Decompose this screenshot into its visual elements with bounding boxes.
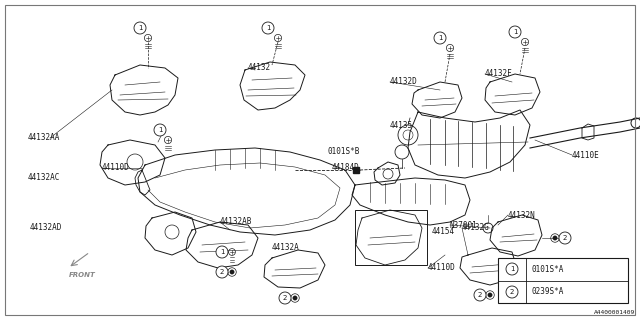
Text: 0101S*A: 0101S*A <box>531 265 563 274</box>
Text: 1: 1 <box>266 25 270 31</box>
Text: 44135: 44135 <box>390 122 413 131</box>
Text: 44132AA: 44132AA <box>28 133 60 142</box>
Text: 44110D: 44110D <box>102 164 130 172</box>
Text: 1: 1 <box>157 127 163 133</box>
Text: 44132AC: 44132AC <box>28 173 60 182</box>
Circle shape <box>553 236 557 240</box>
Text: 44132D: 44132D <box>390 77 418 86</box>
Text: 44110D: 44110D <box>428 263 456 273</box>
Circle shape <box>434 32 446 44</box>
Text: 44184D: 44184D <box>332 164 360 172</box>
Circle shape <box>230 270 234 274</box>
Text: 44154: 44154 <box>432 228 455 236</box>
Text: 1: 1 <box>438 35 442 41</box>
Text: 0239S*A: 0239S*A <box>531 287 563 297</box>
Circle shape <box>154 124 166 136</box>
Circle shape <box>559 232 571 244</box>
Text: FRONT: FRONT <box>68 272 95 278</box>
Text: 1: 1 <box>220 249 224 255</box>
Circle shape <box>488 293 492 297</box>
Circle shape <box>506 263 518 275</box>
Bar <box>353 167 359 173</box>
Text: 2: 2 <box>478 292 482 298</box>
Circle shape <box>506 286 518 298</box>
Text: 44132AB: 44132AB <box>220 218 252 227</box>
Circle shape <box>279 292 291 304</box>
Circle shape <box>216 266 228 278</box>
Text: 2: 2 <box>283 295 287 301</box>
Circle shape <box>262 22 274 34</box>
Bar <box>355 210 427 265</box>
Circle shape <box>293 296 297 300</box>
Circle shape <box>216 246 228 258</box>
Text: 44132AD: 44132AD <box>30 223 62 233</box>
Text: 44132F: 44132F <box>485 69 513 78</box>
Text: 44132N: 44132N <box>508 211 536 220</box>
Circle shape <box>509 26 521 38</box>
Text: 0101S*B: 0101S*B <box>328 148 360 156</box>
Text: 2: 2 <box>220 269 224 275</box>
Text: N37001: N37001 <box>450 220 477 229</box>
Text: 2: 2 <box>563 235 567 241</box>
Text: 44132: 44132 <box>248 63 271 73</box>
Text: 44132G: 44132G <box>462 223 490 233</box>
Text: A4400001409: A4400001409 <box>594 310 635 315</box>
Text: 1: 1 <box>509 266 515 272</box>
Text: 2: 2 <box>510 289 514 295</box>
Text: 44110E: 44110E <box>572 150 600 159</box>
Text: 44132A: 44132A <box>272 244 300 252</box>
Bar <box>498 258 628 303</box>
Circle shape <box>134 22 146 34</box>
Text: 1: 1 <box>513 29 517 35</box>
Circle shape <box>474 289 486 301</box>
Text: 1: 1 <box>138 25 142 31</box>
